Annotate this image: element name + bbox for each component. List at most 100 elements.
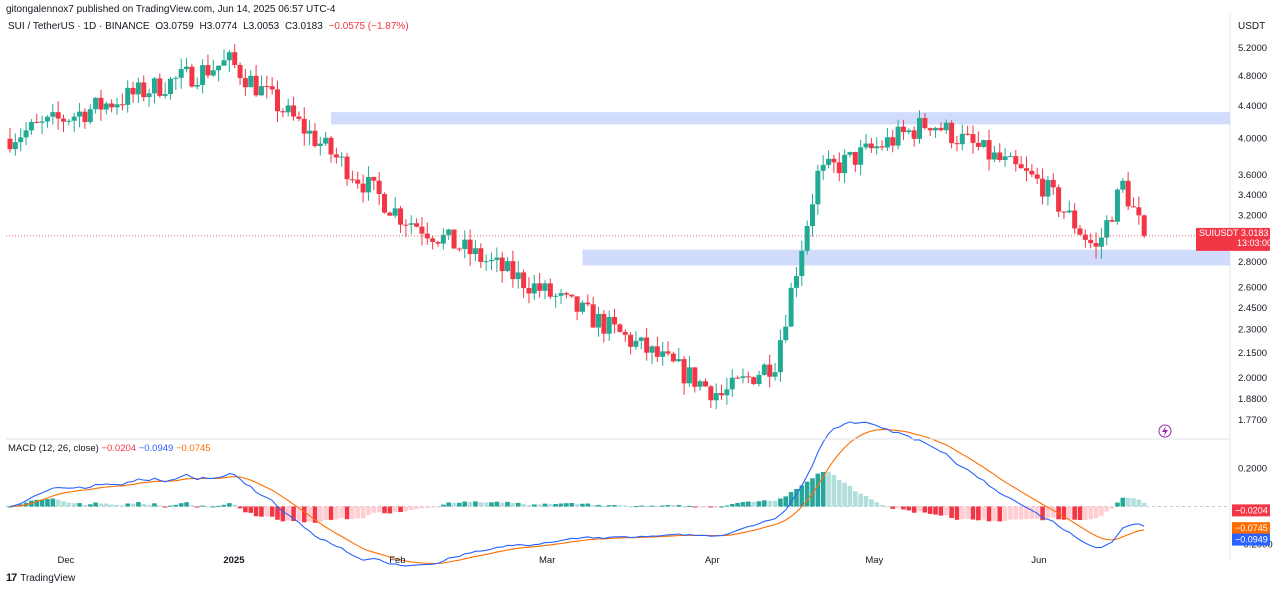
macd-histogram-bar — [1018, 506, 1024, 520]
macd-histogram-bar — [949, 506, 954, 518]
candle-body — [547, 283, 553, 297]
candle-body — [686, 367, 692, 384]
candle-body — [226, 52, 232, 61]
candle-body — [221, 60, 227, 66]
candle-body — [917, 118, 922, 139]
candle-body — [189, 66, 195, 87]
macd-line-badge-text: −0.0949 — [1235, 535, 1268, 545]
price-tick-label: 4.0000 — [1238, 134, 1267, 145]
macd-histogram-bar — [441, 504, 446, 507]
macd-histogram-bar — [227, 503, 232, 507]
macd-histogram-bar — [141, 503, 147, 507]
candle-body — [515, 272, 521, 280]
macd-histogram-bar — [1109, 506, 1115, 509]
macd-histogram-bar — [954, 506, 960, 520]
macd-histogram-bar — [558, 503, 564, 507]
lightning-icon[interactable] — [1158, 424, 1172, 438]
macd-histogram-bar — [323, 506, 328, 520]
candle-body — [569, 294, 575, 297]
macd-histogram-bar — [842, 482, 847, 507]
candle-body — [1109, 220, 1115, 222]
macd-histogram-bar — [50, 498, 56, 507]
candle-body — [1034, 174, 1040, 179]
price-tick-label: 4.8000 — [1238, 71, 1267, 82]
macd-histogram-bar — [1104, 506, 1110, 512]
tradingview-brand[interactable]: 17 TradingView — [6, 572, 75, 584]
macd-histogram-bar — [869, 499, 874, 507]
macd-histogram-bar — [917, 506, 922, 512]
macd-histogram-bar — [927, 506, 933, 514]
candle-body — [596, 313, 601, 328]
candle-body — [414, 223, 420, 227]
macd-histogram-bar — [82, 504, 88, 507]
macd-histogram-bar — [933, 506, 938, 515]
macd-histogram-bar — [318, 506, 323, 523]
candle-body — [783, 326, 789, 341]
candle-body — [301, 118, 307, 134]
candle-body — [703, 381, 708, 387]
macd-histogram-bar — [703, 506, 708, 508]
macd-histogram-bar — [505, 501, 510, 507]
price-tick-label: 3.4000 — [1238, 190, 1267, 201]
candle-body — [1125, 180, 1131, 207]
candle-body — [793, 276, 799, 288]
candle-body — [398, 208, 404, 225]
macd-histogram-bar — [1067, 506, 1072, 519]
candle-body — [205, 65, 211, 76]
candle-body — [387, 212, 393, 216]
candle-body — [77, 111, 83, 117]
macd-histogram-bar — [772, 500, 778, 507]
candle-body — [1077, 228, 1083, 235]
candle-body — [997, 152, 1003, 160]
candle-body — [933, 127, 939, 131]
price-tick-label: 2.3000 — [1238, 325, 1267, 336]
candle-body — [1029, 170, 1035, 175]
macd-histogram-bar — [446, 502, 451, 507]
candle-body — [1018, 164, 1024, 169]
candle-body — [676, 359, 682, 362]
candle-body — [151, 78, 157, 94]
candle-body — [376, 180, 382, 195]
candle-body — [18, 137, 24, 143]
candle-body — [558, 293, 564, 296]
candle-body — [943, 122, 949, 131]
publish-caption: gitongalennox7 published on TradingView.… — [6, 4, 336, 15]
macd-signal-line — [9, 428, 1145, 564]
macd-histogram-bar — [622, 505, 628, 507]
candle-body — [681, 359, 687, 384]
macd-histogram-bar — [751, 501, 756, 507]
macd-histogram-bar — [34, 499, 40, 507]
candle-body — [670, 353, 676, 362]
candle-body — [884, 137, 890, 148]
macd-indicator-label[interactable]: MACD (12, 26, close) — [8, 443, 99, 454]
macd-histogram-bar — [853, 491, 858, 507]
macd-histogram-bar — [125, 503, 130, 507]
macd-histogram-bar — [510, 503, 516, 507]
macd-histogram-bar — [628, 506, 633, 508]
candle-body — [751, 377, 757, 385]
macd-histogram-bar — [55, 499, 61, 507]
macd-histogram-bar — [569, 502, 575, 507]
candle-body — [1040, 178, 1046, 197]
candle-body — [61, 118, 66, 122]
macd-histogram-bar — [334, 506, 339, 520]
symbol-legend: SUI / TetherUS · 1D · BINANCE O3.0759 H3… — [8, 21, 412, 32]
candle-body — [296, 116, 302, 119]
candle-body — [799, 250, 805, 277]
macd-histogram-bar — [1024, 506, 1029, 520]
macd-line-badge — [1232, 533, 1270, 546]
macd-histogram-bar — [7, 506, 13, 508]
macd-histogram-bar — [580, 503, 585, 507]
candle-body — [612, 317, 618, 325]
macd-histogram-bar — [168, 505, 173, 507]
macd-histogram-bar — [435, 506, 441, 508]
symbol-name[interactable]: SUI / TetherUS · 1D · BINANCE — [8, 21, 150, 32]
candle-body — [178, 69, 184, 78]
price-tick-label: 2.6000 — [1238, 282, 1267, 293]
candle-body — [1013, 156, 1019, 165]
candle-body — [900, 126, 906, 133]
candle-body — [264, 86, 270, 88]
macd-histogram-bar — [649, 505, 655, 507]
price-tick-label: 2.4500 — [1238, 303, 1267, 314]
